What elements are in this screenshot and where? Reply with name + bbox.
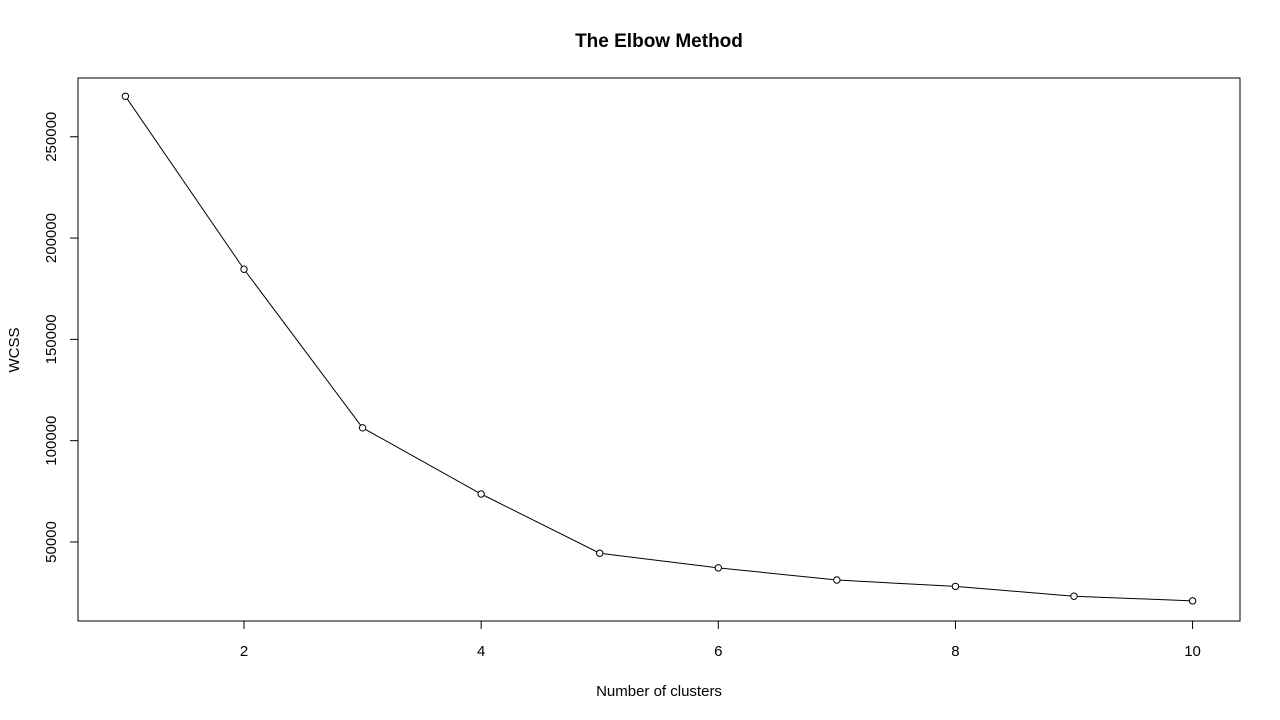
y-tick-label: 200000 [43, 213, 60, 263]
data-point-2 [240, 265, 248, 273]
wcss-series [121, 92, 1197, 605]
x-tick-label: 2 [240, 643, 248, 660]
x-axis: 2 4 6 8 10 [240, 620, 1201, 660]
data-point-7 [833, 576, 841, 584]
data-point-4 [477, 490, 485, 498]
y-axis-label: WCSS [6, 328, 23, 373]
data-point-5 [596, 549, 604, 557]
data-point-9 [1070, 592, 1078, 600]
y-tick-label: 150000 [43, 314, 60, 364]
x-axis-label: Number of clusters [596, 683, 722, 700]
data-point-6 [714, 564, 722, 572]
data-point-10 [1188, 597, 1197, 605]
y-tick-label: 250000 [43, 112, 60, 162]
x-tick-label: 8 [951, 643, 959, 660]
plot-frame [77, 77, 1241, 622]
data-point-3 [358, 424, 367, 432]
x-tick-label: 4 [477, 643, 485, 660]
y-tick-label: 50000 [43, 521, 60, 563]
data-point-8 [951, 582, 960, 591]
y-tick-label: 100000 [43, 416, 60, 466]
x-tick-label: 10 [1184, 643, 1201, 660]
x-tick-label: 6 [714, 643, 722, 660]
data-point-1 [121, 92, 130, 100]
y-axis: 50000 100000 150000 200000 250000 [43, 112, 79, 563]
series-line [125, 95, 1193, 602]
chart-title: The Elbow Method [575, 31, 743, 52]
